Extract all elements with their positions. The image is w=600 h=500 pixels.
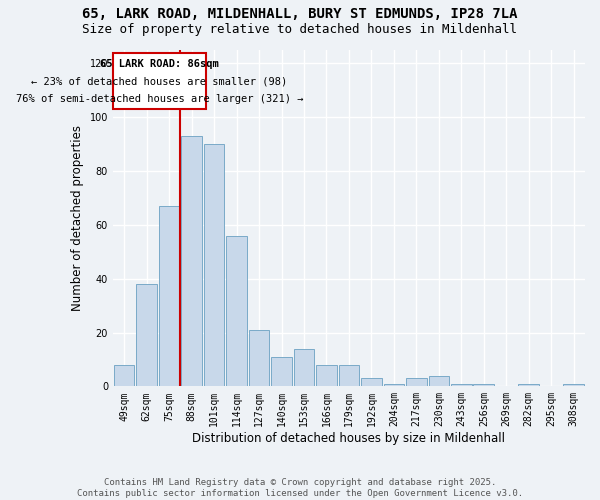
Text: Contains HM Land Registry data © Crown copyright and database right 2025.
Contai: Contains HM Land Registry data © Crown c… [77, 478, 523, 498]
Bar [316, 365, 337, 386]
Bar [383, 384, 404, 386]
Bar [181, 136, 202, 386]
FancyBboxPatch shape [113, 52, 206, 109]
Text: 65 LARK ROAD: 86sqm: 65 LARK ROAD: 86sqm [100, 60, 219, 70]
Y-axis label: Number of detached properties: Number of detached properties [71, 125, 84, 311]
Text: 76% of semi-detached houses are larger (321) →: 76% of semi-detached houses are larger (… [16, 94, 303, 104]
Bar [451, 384, 472, 386]
Bar [361, 378, 382, 386]
Bar [338, 365, 359, 386]
Bar [271, 356, 292, 386]
Bar [518, 384, 539, 386]
Bar [473, 384, 494, 386]
Bar [136, 284, 157, 386]
Bar [563, 384, 584, 386]
Bar [406, 378, 427, 386]
Text: ← 23% of detached houses are smaller (98): ← 23% of detached houses are smaller (98… [31, 77, 287, 87]
Bar [204, 144, 224, 386]
Bar [226, 236, 247, 386]
Bar [114, 365, 134, 386]
Bar [248, 330, 269, 386]
Bar [293, 348, 314, 387]
Bar [159, 206, 179, 386]
Text: 65, LARK ROAD, MILDENHALL, BURY ST EDMUNDS, IP28 7LA: 65, LARK ROAD, MILDENHALL, BURY ST EDMUN… [82, 8, 518, 22]
Bar [428, 376, 449, 386]
X-axis label: Distribution of detached houses by size in Mildenhall: Distribution of detached houses by size … [193, 432, 505, 445]
Text: Size of property relative to detached houses in Mildenhall: Size of property relative to detached ho… [83, 22, 517, 36]
